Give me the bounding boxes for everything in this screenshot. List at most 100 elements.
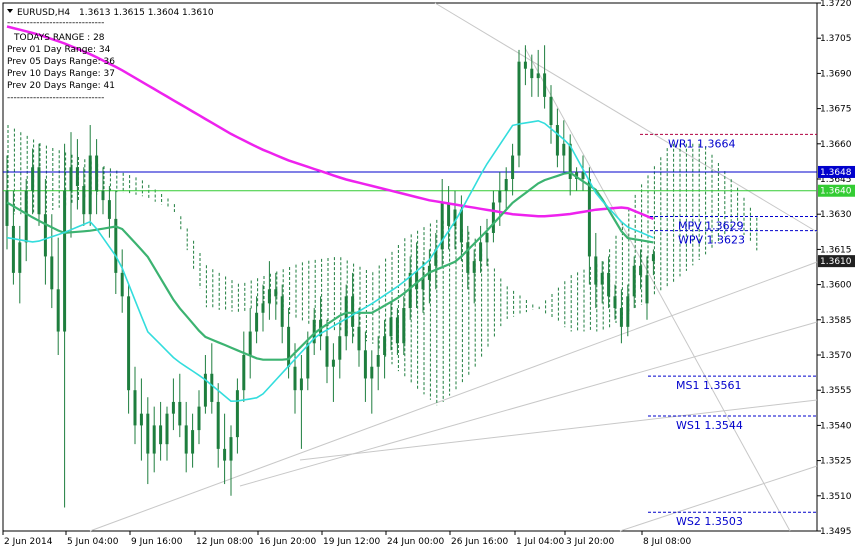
x-tick-label: 2 Jun 2014 bbox=[4, 537, 53, 547]
info-separator: ------------------------------ bbox=[7, 93, 104, 103]
candle-body bbox=[82, 186, 86, 215]
candle-body bbox=[75, 167, 79, 187]
candle-body bbox=[376, 355, 380, 367]
candle-body bbox=[50, 256, 54, 290]
info-line: Prev 01 Day Range: 34 bbox=[7, 45, 111, 55]
candle-body bbox=[31, 167, 35, 191]
candle-body bbox=[613, 296, 617, 309]
candle-body bbox=[229, 437, 233, 461]
candle-body bbox=[530, 68, 534, 79]
trendline-rising-4 bbox=[619, 465, 818, 532]
candle-body bbox=[498, 190, 502, 203]
candle-body bbox=[152, 425, 156, 454]
candle-body bbox=[440, 202, 444, 250]
candle-body bbox=[415, 272, 419, 290]
pivot-label-wr1: WR1 1.3664 bbox=[668, 137, 736, 150]
pivot-label-ws1: WS1 1.3544 bbox=[676, 419, 743, 432]
x-tick-label: 8 Jul 08:00 bbox=[643, 537, 692, 547]
candle-body bbox=[127, 296, 131, 391]
pivot-label-ws2: WS2 1.3503 bbox=[676, 515, 743, 528]
candle-body bbox=[133, 390, 137, 426]
candle-body bbox=[56, 289, 60, 332]
candle-body bbox=[543, 73, 547, 97]
candle-body bbox=[453, 209, 457, 226]
info-line: TODAYS RANGE : 28 bbox=[13, 33, 105, 43]
candle-body bbox=[536, 73, 540, 79]
y-tick-label: 1.3630 bbox=[820, 210, 852, 220]
candle-body bbox=[594, 256, 598, 285]
candle-body bbox=[619, 308, 623, 327]
moving-averages bbox=[6, 25, 654, 403]
candle-body bbox=[63, 190, 67, 332]
time-axis[interactable]: 2 Jun 2014 5 Jun 04:00 9 Jun 16:00 12 Jun 0… bbox=[2, 531, 692, 547]
horizontal-levels bbox=[3, 171, 817, 192]
ohlc-label: 1.3613 1.3615 1.3604 1.3610 bbox=[79, 8, 214, 18]
candle-body bbox=[408, 272, 412, 309]
info-panel: ------------------------------ TODAYS RAN… bbox=[7, 18, 115, 103]
candle-body bbox=[370, 366, 374, 379]
candle-body bbox=[568, 143, 572, 179]
candle-body bbox=[395, 317, 399, 344]
candle-body bbox=[587, 179, 591, 257]
candle-body bbox=[5, 190, 9, 226]
candle-body bbox=[159, 425, 163, 445]
chart-header: EURUSD,H4 1.3613 1.3615 1.3604 1.3610 bbox=[7, 8, 214, 18]
candle-body bbox=[517, 61, 521, 156]
candle-body bbox=[389, 317, 393, 337]
candle-body bbox=[184, 425, 188, 454]
candle-body bbox=[235, 390, 239, 438]
candle-body bbox=[18, 242, 22, 273]
candle-body bbox=[485, 232, 489, 243]
candle-body bbox=[120, 272, 124, 297]
x-tick-label: 24 Jun 00:00 bbox=[387, 537, 444, 547]
x-tick-label: 19 Jun 12:00 bbox=[323, 537, 380, 547]
info-line: Prev 05 Days Range: 36 bbox=[7, 57, 115, 67]
candle-body bbox=[165, 413, 169, 445]
candle-body bbox=[255, 312, 259, 332]
candle-body bbox=[293, 366, 297, 391]
pivot-label-ms1: MS1 1.3561 bbox=[676, 379, 741, 392]
price-mark-label: 1.3610 bbox=[820, 257, 852, 267]
price-axis[interactable]: 1.37201.37051.36901.36751.36601.36451.36… bbox=[817, 0, 855, 537]
candle-body bbox=[210, 373, 214, 402]
candle-body bbox=[459, 209, 463, 243]
candle-body bbox=[491, 202, 495, 233]
candle-body bbox=[504, 179, 508, 191]
y-tick-label: 1.3615 bbox=[820, 245, 852, 255]
y-tick-label: 1.3585 bbox=[820, 316, 852, 326]
candle-body bbox=[645, 275, 649, 304]
candle-body bbox=[191, 430, 195, 454]
candle-body bbox=[11, 225, 15, 273]
candle-body bbox=[325, 336, 329, 367]
candle-body bbox=[447, 202, 451, 226]
x-tick-label: 12 Jun 08:00 bbox=[196, 537, 253, 547]
candle-body bbox=[101, 190, 105, 201]
candle-body bbox=[607, 272, 611, 297]
candle-body bbox=[69, 167, 73, 191]
candle-body bbox=[331, 359, 335, 367]
price-mark-label: 1.3640 bbox=[820, 187, 852, 197]
ma-mid-line bbox=[6, 171, 654, 361]
trendline-steep-falling bbox=[524, 47, 791, 532]
candle-body bbox=[24, 190, 28, 243]
candle-body bbox=[472, 261, 476, 273]
y-tick-label: 1.3525 bbox=[820, 457, 852, 467]
candle-body bbox=[37, 167, 41, 215]
candle-body bbox=[274, 289, 278, 297]
ma-slow-line bbox=[6, 25, 654, 221]
candle-body bbox=[242, 355, 246, 391]
candle-body bbox=[434, 249, 438, 266]
candle-body bbox=[639, 265, 643, 276]
y-tick-label: 1.3570 bbox=[820, 351, 852, 361]
candle-body bbox=[146, 413, 150, 454]
info-separator: ------------------------------ bbox=[7, 18, 104, 28]
info-line: Prev 20 Days Range: 41 bbox=[7, 81, 115, 91]
trendline-rising-1 bbox=[89, 261, 818, 532]
candle-body bbox=[43, 214, 47, 257]
candle-body bbox=[267, 289, 271, 304]
trendline-rising-2 bbox=[239, 321, 818, 487]
chevron-down-icon[interactable] bbox=[7, 9, 13, 13]
